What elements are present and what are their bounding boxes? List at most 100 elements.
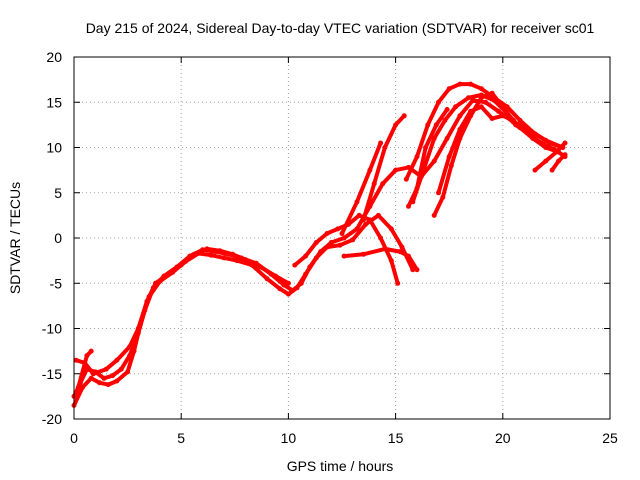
- data-point: [553, 149, 559, 155]
- data-point: [101, 375, 107, 381]
- x-tick-label: 20: [495, 430, 511, 446]
- data-point: [313, 240, 319, 245]
- data-point: [489, 116, 495, 121]
- series-track-7: [340, 141, 383, 236]
- data-point: [360, 251, 366, 257]
- y-tick-label: -15: [42, 366, 62, 382]
- data-point: [532, 167, 538, 173]
- data-point: [500, 104, 506, 110]
- data-point: [285, 280, 291, 286]
- data-point: [406, 253, 411, 259]
- x-tick-label: 25: [602, 430, 618, 446]
- data-point: [303, 271, 309, 277]
- data-point: [401, 113, 407, 119]
- data-point: [532, 131, 538, 137]
- x-tick-label: 0: [70, 430, 78, 446]
- data-point: [114, 357, 120, 363]
- data-point: [88, 375, 94, 381]
- data-point: [375, 212, 381, 218]
- y-axis-label: SDTVAR / TECUs: [7, 182, 23, 294]
- data-point: [489, 90, 495, 96]
- data-point: [403, 176, 409, 182]
- data-point: [556, 158, 561, 164]
- data-point: [285, 291, 291, 297]
- data-point: [292, 262, 298, 268]
- data-point: [178, 262, 184, 268]
- data-point: [103, 366, 109, 372]
- y-tick-label: -10: [42, 321, 62, 337]
- data-point: [446, 154, 452, 160]
- data-point: [543, 158, 549, 164]
- data-point: [230, 251, 236, 257]
- data-point: [356, 212, 362, 218]
- data-point: [440, 194, 446, 200]
- data-point: [367, 167, 373, 173]
- data-point: [382, 145, 388, 150]
- data-point: [431, 212, 437, 218]
- data-point: [388, 258, 394, 264]
- data-point: [517, 117, 523, 123]
- y-tick-label: -5: [50, 275, 63, 291]
- data-point: [97, 380, 103, 386]
- data-point: [380, 181, 386, 187]
- chart-title: Day 215 of 2024, Sidereal Day-to-day VTE…: [86, 20, 595, 36]
- data-point: [221, 255, 227, 261]
- series-track-13: [436, 104, 516, 195]
- data-point: [118, 366, 124, 372]
- data-point: [478, 104, 484, 110]
- y-tick-label: -20: [42, 411, 62, 427]
- data-point: [114, 378, 120, 384]
- data-point: [547, 140, 553, 146]
- data-point: [393, 167, 399, 173]
- data-point: [470, 97, 476, 103]
- data-point: [431, 135, 437, 141]
- data-point: [110, 373, 116, 379]
- data-point: [446, 86, 452, 92]
- data-point: [303, 253, 309, 259]
- data-point: [453, 104, 459, 110]
- data-point: [153, 280, 158, 286]
- data-point: [526, 131, 531, 137]
- series-track-2: [72, 213, 415, 408]
- data-point: [513, 122, 519, 128]
- x-tick-label: 15: [388, 430, 404, 446]
- x-tick-label: 5: [177, 430, 185, 446]
- data-point: [549, 167, 555, 173]
- data-point: [131, 348, 137, 354]
- data-point: [273, 273, 278, 279]
- data-point: [204, 246, 210, 252]
- data-point: [444, 107, 450, 112]
- data-point: [208, 252, 214, 258]
- data-point: [562, 140, 568, 146]
- y-tick-label: 10: [46, 140, 62, 156]
- y-tick-label: 15: [46, 94, 62, 110]
- data-point: [382, 246, 388, 252]
- data-point: [73, 357, 79, 363]
- data-point: [414, 267, 420, 273]
- data-point: [313, 255, 319, 261]
- data-point: [406, 203, 411, 209]
- series-track-14: [533, 141, 567, 173]
- data-point: [135, 326, 141, 331]
- data-point: [500, 113, 506, 119]
- data-point: [436, 190, 441, 196]
- series-track-1: [72, 98, 565, 399]
- data-point: [436, 99, 441, 105]
- data-point: [397, 249, 403, 255]
- data-point: [466, 95, 471, 101]
- data-point: [350, 237, 356, 243]
- series-track-8: [342, 246, 419, 272]
- data-point: [324, 244, 330, 250]
- tick-labels: 0 5 10 15 20 25 -20 -15 -10 -5 0 5 10 15 20: [42, 49, 618, 446]
- data-point: [457, 126, 463, 132]
- data-point: [125, 369, 131, 375]
- data-point: [363, 221, 369, 227]
- data-point: [457, 81, 463, 87]
- data-point: [165, 271, 171, 277]
- data-point: [414, 185, 420, 191]
- data-point: [378, 235, 384, 241]
- axis-ticks: [73, 56, 611, 420]
- data-point: [399, 244, 405, 250]
- series-track-9: [404, 82, 565, 182]
